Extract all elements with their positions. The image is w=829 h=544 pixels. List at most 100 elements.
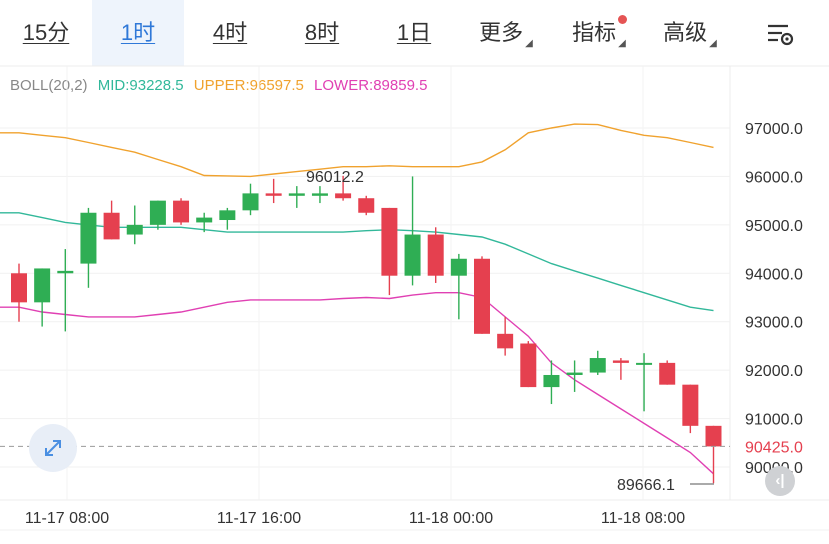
candle-body: [80, 212, 97, 264]
candle: [103, 200, 120, 240]
candle: [612, 358, 629, 380]
candle-body: [497, 333, 514, 349]
candle: [589, 350, 606, 375]
candle-body: [219, 210, 236, 221]
candle-body: [103, 212, 120, 240]
candle: [57, 249, 74, 332]
timeframe-toolbar: 15分 1时 4时 8时 1日 更多 ◢ 指标 ◢ 高级 ◢: [0, 0, 829, 66]
indicator-menu[interactable]: 指标 ◢: [572, 20, 626, 49]
tab-8h[interactable]: 8时: [304, 20, 340, 45]
boll-indicator-legend: BOLL(20,2) MID:93228.5 UPPER:96597.5 LOW…: [10, 77, 433, 94]
boll-lower-value: LOWER:89859.5: [314, 77, 428, 94]
y-tick-label: 91000.0: [745, 412, 803, 429]
candle-body: [682, 384, 699, 426]
candle-body: [34, 268, 51, 303]
x-tick-label: 11-18 08:00: [601, 510, 685, 527]
boll-upper-line: [0, 123, 714, 178]
candle-body: [335, 193, 352, 199]
dropdown-arrow-icon: ◢: [618, 38, 626, 49]
candle: [288, 186, 305, 208]
candle: [450, 253, 467, 320]
more-menu[interactable]: 更多 ◢: [479, 20, 533, 49]
candle: [705, 425, 722, 484]
candle-body: [543, 374, 560, 388]
candle: [311, 186, 328, 204]
candle: [659, 360, 676, 385]
x-tick-label: 11-18 00:00: [409, 510, 493, 527]
chart-settings-icon[interactable]: [764, 20, 796, 48]
candle-body: [474, 258, 490, 334]
tab-15m[interactable]: 15分: [22, 20, 70, 45]
tab-1h[interactable]: 1时: [92, 0, 184, 66]
candle: [636, 353, 653, 412]
y-tick-label: 93000.0: [745, 315, 803, 332]
candle-body: [636, 362, 653, 365]
candle: [265, 178, 282, 204]
y-tick-label: 96000.0: [745, 169, 803, 186]
jump-latest-icon: ‹|: [775, 472, 785, 489]
candle-body: [358, 198, 375, 213]
candle-body: [288, 193, 305, 196]
candle-body: [265, 193, 282, 196]
candle: [358, 195, 375, 216]
candle: [404, 176, 421, 286]
candle-body: [311, 193, 328, 196]
candle-body: [173, 200, 190, 223]
expand-icon: [45, 440, 61, 456]
notification-dot: [618, 15, 627, 24]
candle-body: [589, 358, 606, 373]
advanced-menu[interactable]: 高级 ◢: [663, 20, 717, 49]
tab-1d[interactable]: 1日: [396, 20, 432, 45]
candle-body: [705, 425, 722, 447]
candle: [173, 198, 190, 225]
candle: [682, 384, 699, 434]
candle-body: [381, 207, 398, 276]
candle-body: [450, 258, 467, 276]
x-tick-label: 11-17 16:00: [217, 510, 301, 527]
candle: [126, 205, 143, 245]
candle: [196, 212, 213, 233]
candle: [149, 200, 166, 230]
candle: [34, 268, 51, 327]
current-price-label: 90425.0: [745, 439, 803, 456]
candle-body: [404, 234, 421, 276]
candle-body: [659, 362, 676, 385]
y-tick-label: 95000.0: [745, 218, 803, 235]
candle-body: [427, 234, 444, 276]
boll-name: BOLL(20,2): [10, 77, 88, 94]
boll-lower-line: [0, 292, 714, 475]
candle: [242, 183, 259, 216]
candle: [543, 360, 560, 405]
tab-4h[interactable]: 4时: [212, 20, 248, 45]
candle-body: [11, 273, 27, 303]
dropdown-arrow-icon: ◢: [709, 38, 717, 49]
expand-button[interactable]: [29, 424, 77, 472]
y-tick-label: 94000.0: [745, 266, 803, 283]
low-price-label: 89666.1: [617, 477, 675, 494]
candle: [80, 207, 97, 288]
y-tick-label: 92000.0: [745, 363, 803, 380]
candle: [381, 207, 398, 296]
dropdown-arrow-icon: ◢: [525, 38, 533, 49]
candle-body: [566, 372, 583, 375]
candle-body: [57, 270, 74, 274]
candle: [520, 341, 537, 388]
candle-body: [196, 217, 213, 223]
candle: [219, 207, 236, 230]
candle-body: [149, 200, 166, 225]
candle: [11, 263, 27, 322]
jump-to-latest-button[interactable]: ‹|: [765, 466, 795, 496]
candle: [335, 175, 352, 201]
candle: [566, 360, 583, 392]
x-tick-label: 11-17 08:00: [25, 510, 109, 527]
boll-mid-value: MID:93228.5: [97, 77, 184, 94]
candle-body: [612, 360, 629, 363]
candle-body: [520, 343, 537, 388]
high-price-label: 96012.2: [306, 169, 364, 186]
candle-body: [242, 193, 259, 211]
candle: [474, 256, 490, 334]
candle: [497, 316, 514, 356]
candle-body: [126, 224, 143, 235]
candle: [427, 227, 444, 283]
